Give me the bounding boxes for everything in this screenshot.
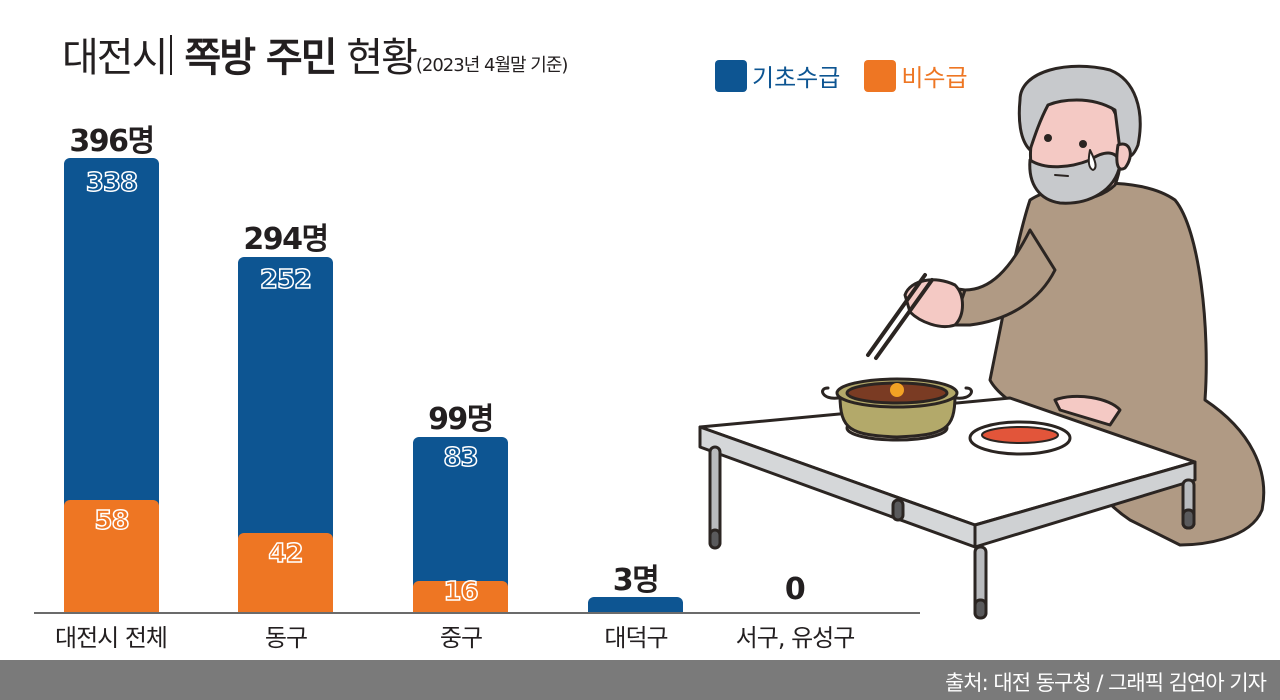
bar-segment-basic-label: 252 — [259, 264, 313, 296]
bar-segment-non-label: 16 — [443, 576, 480, 608]
bar-total-label: 0 — [784, 572, 806, 607]
title-date-note: (2023년 4월말 기준) — [415, 55, 569, 76]
bar-total-label: 99명 — [428, 402, 494, 437]
bar-segment-non — [238, 533, 333, 612]
category-label: 중구 — [439, 624, 483, 652]
title-region: 대전시 — [62, 35, 168, 81]
category-label: 대덕구 — [604, 624, 668, 652]
legend: 기초수급 비수급 — [715, 58, 986, 93]
bar-segment-basic — [588, 597, 683, 612]
bar-donggu: 252 42 — [238, 257, 333, 612]
title-status: 현황 — [346, 35, 418, 81]
bar-junggu: 83 16 — [413, 437, 508, 612]
bar-total-label: 294명 — [243, 222, 329, 257]
legend-label-non: 비수급 — [901, 64, 968, 92]
category-label: 서구, 유성구 — [735, 624, 856, 652]
bar-total-label: 396명 — [69, 124, 155, 159]
title-subject: 쪽방 주민 — [184, 35, 337, 81]
bar-total-label: 3명 — [612, 563, 660, 598]
bar-segment-non-label: 58 — [94, 505, 131, 537]
legend-swatch-non — [864, 59, 897, 92]
x-axis-baseline — [34, 612, 920, 614]
bar-daejeon-total: 338 58 — [64, 158, 159, 612]
bar-segment-non — [413, 581, 508, 612]
legend-swatch-basic — [715, 59, 747, 92]
bar-segment-basic-label: 83 — [443, 442, 480, 474]
bar-segment-basic — [64, 158, 159, 508]
bar-segment-non — [64, 500, 159, 612]
bar-segment-basic-label: 338 — [85, 167, 139, 199]
legend-label-basic: 기초수급 — [752, 64, 841, 92]
bar-segment-basic — [238, 257, 333, 541]
source-text: 출처: 대전 동구청 / 그래픽 김연아 기자 — [944, 671, 1267, 695]
bar-segment-basic — [413, 437, 508, 589]
category-label: 동구 — [264, 624, 308, 652]
source-footer: 출처: 대전 동구청 / 그래픽 김연아 기자 — [0, 660, 1280, 700]
legend-item-basic: 기초수급 — [715, 58, 840, 93]
title-divider — [170, 35, 173, 75]
legend-item-non: 비수급 — [864, 58, 968, 93]
bar-daedeokgu — [588, 597, 683, 612]
elderly-man-illustration — [698, 64, 1266, 620]
bar-segment-non-label: 42 — [268, 538, 305, 570]
category-label: 대전시 전체 — [54, 624, 168, 652]
chart-title: 대전시 쪽방 주민 현황(2023년 4월말 기준) — [62, 28, 569, 96]
